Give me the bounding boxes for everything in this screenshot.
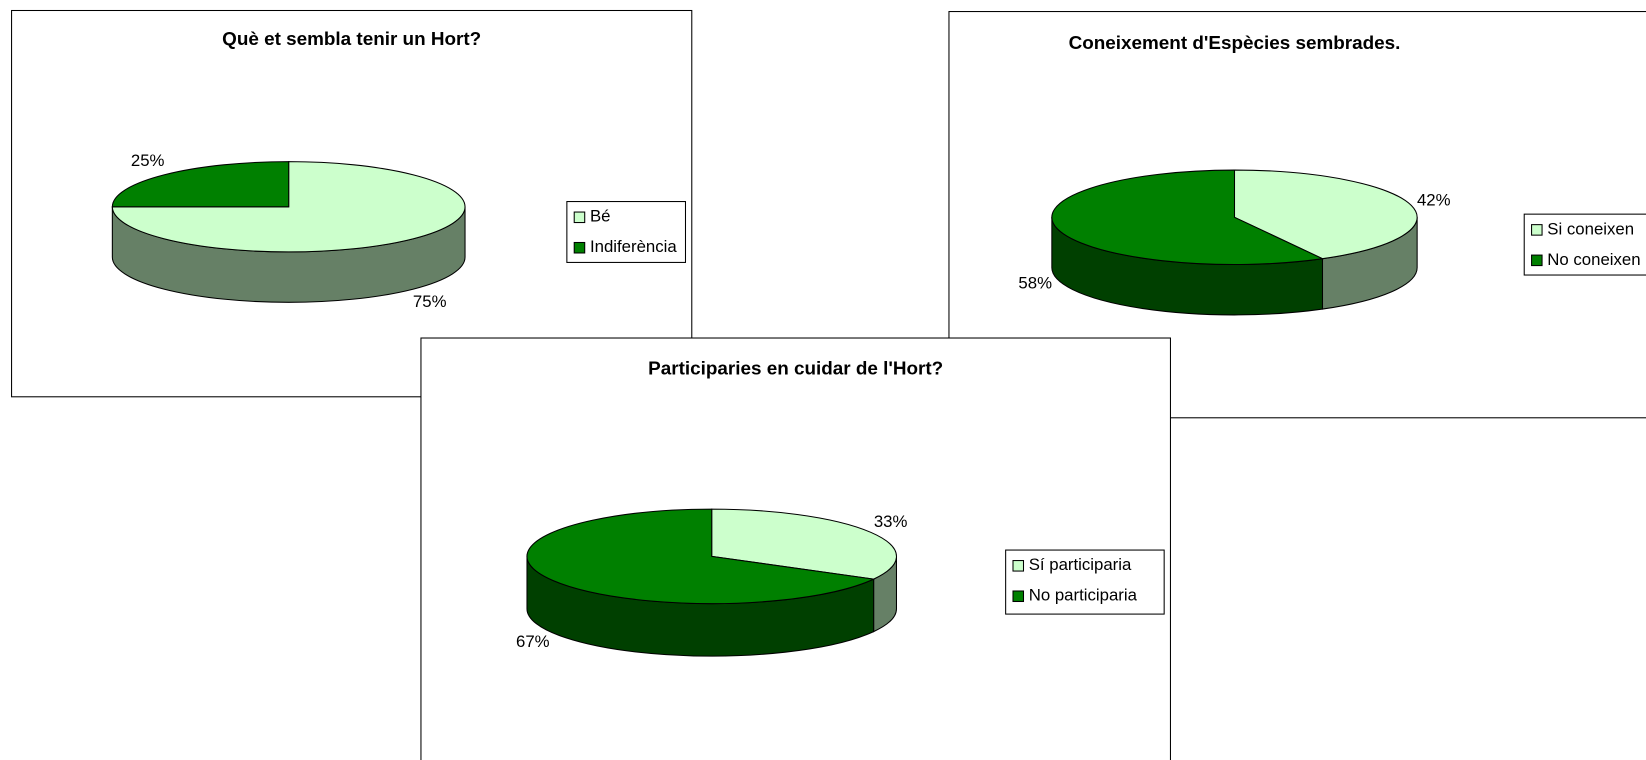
data-label: 58% [1018,274,1052,293]
legend-label: No participaria [1029,586,1138,605]
chart: Què et sembla tenir un Hort? 75% 25% Bé Indi… [11,9,693,398]
chart-title: Participaries en cuidar de l'Hort? [648,358,943,379]
legend-swatch [1531,254,1543,267]
legend-label: Bé [590,207,611,226]
data-label: 42% [1417,190,1451,209]
legend-label: Si coneixen [1547,219,1634,238]
legend-swatch [1531,224,1543,236]
chart: Participaries en cuidar de l'Hort? 33% 67%… [420,337,1171,760]
pie-slice [1051,169,1325,266]
chart-title: Coneixement d'Espècies sembrades. [1069,33,1401,54]
legend-box [566,201,687,263]
pie-slice [111,161,466,253]
data-label: 67% [516,632,550,651]
chart-title: Què et sembla tenir un Hort? [222,29,481,50]
data-label: 75% [413,292,447,311]
pie-slice [711,508,897,580]
legend-label: Sí participaria [1029,555,1132,574]
legend-swatch [1012,590,1025,603]
legend-box [1523,213,1646,276]
legend-swatch [573,241,586,254]
legend-swatch [573,211,586,224]
legend-swatch [1012,560,1025,572]
data-label: 25% [131,151,165,170]
legend-box [1005,549,1165,615]
legend-label: Indiferència [590,237,677,256]
data-label: 33% [874,512,908,531]
pie-slice [526,508,876,605]
legend-label: No coneixen [1547,250,1640,269]
pie-slice [111,161,290,208]
pie-slice [1233,169,1418,260]
